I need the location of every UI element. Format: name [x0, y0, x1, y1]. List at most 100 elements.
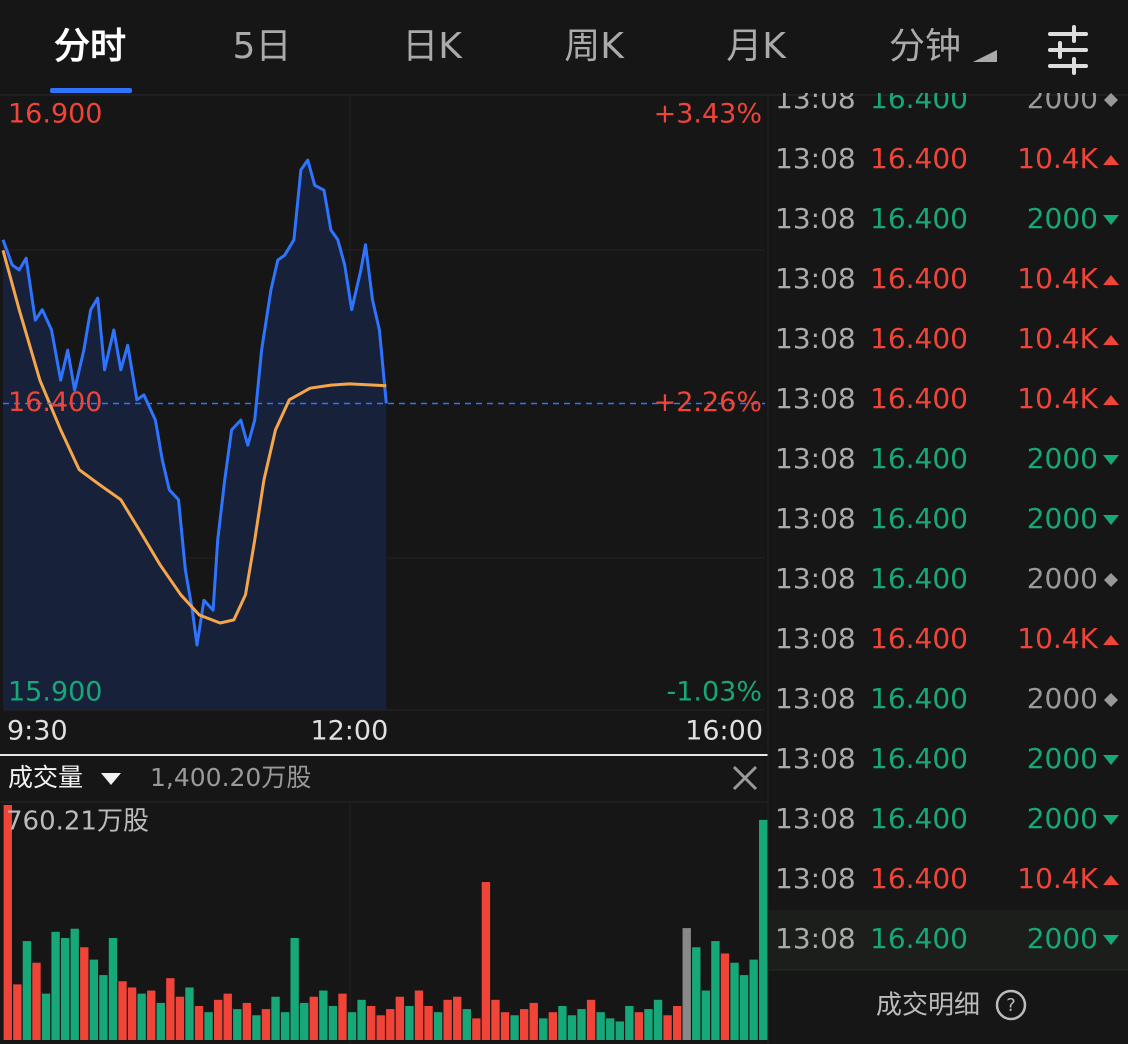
trade-direction	[1103, 335, 1119, 345]
trade-volume: 10.4K	[1017, 262, 1098, 295]
trade-direction	[1103, 875, 1119, 885]
volume-bar	[41, 993, 51, 1040]
volume-bar	[280, 1012, 290, 1040]
trade-price: 16.400	[870, 442, 968, 475]
trade-volume: 2000	[1027, 742, 1098, 775]
volume-bar	[51, 931, 60, 1040]
trade-direction	[1104, 93, 1118, 107]
volume-bar	[127, 987, 137, 1040]
x-tick-label: 12:00	[310, 716, 388, 747]
volume-bar	[80, 947, 89, 1040]
y2-tick-label: +2.26%	[654, 387, 762, 418]
tab[interactable]: 分钟	[889, 26, 961, 67]
volume-bar	[99, 975, 108, 1040]
trade-volume: 2000	[1027, 682, 1098, 715]
volume-bar	[309, 996, 318, 1040]
volume-bar	[596, 1012, 605, 1040]
volume-bar	[338, 993, 347, 1040]
volume-bar	[529, 1002, 538, 1040]
volume-bar	[328, 1005, 338, 1040]
volume-bar	[137, 993, 146, 1040]
volume-bar	[347, 1012, 357, 1040]
volume-bar	[414, 990, 424, 1040]
trade-price: 16.400	[870, 382, 968, 415]
average-line	[1, 249, 387, 625]
volume-bar	[653, 999, 663, 1040]
help-icon[interactable]	[995, 989, 1027, 1021]
volume-total: 1,400.20万股	[150, 763, 311, 792]
tab[interactable]: 月K	[726, 26, 787, 67]
volume-bar	[443, 999, 452, 1040]
volume-bar	[567, 1015, 577, 1040]
dropdown-caret[interactable]	[101, 773, 121, 785]
trade-volume: 10.4K	[1017, 622, 1098, 655]
trade-direction	[1103, 275, 1119, 285]
trade-volume: 2000	[1027, 82, 1098, 115]
close-button[interactable]	[732, 765, 758, 791]
trade-time: 13:08	[775, 202, 856, 235]
y2-tick-label: -1.03%	[666, 677, 762, 708]
close-stroke	[732, 765, 758, 791]
trade-direction	[1103, 935, 1119, 945]
trade-price: 16.400	[870, 82, 968, 115]
volume-bar	[3, 805, 12, 1040]
volume-bar	[213, 999, 223, 1040]
volume-bar	[290, 937, 299, 1040]
volume-bar	[405, 1005, 414, 1040]
volume-bar	[711, 941, 720, 1040]
x-tick-label: 16:00	[685, 716, 763, 747]
trade-direction	[1103, 215, 1119, 225]
trade-volume: 2000	[1027, 562, 1098, 595]
y-tick-label: 16.400	[8, 387, 102, 418]
volume-bar	[366, 1005, 376, 1040]
volume-bar	[500, 1012, 510, 1040]
volume-bar	[424, 1005, 433, 1040]
settings-icon[interactable]	[1048, 25, 1088, 75]
trade-price: 16.400	[870, 622, 968, 655]
trade-price: 16.400	[870, 202, 968, 235]
trade-direction	[1103, 755, 1119, 765]
trades-list: 13:08 16.400 2000 13:08 16.400 10.4K 13:08 16.4…	[775, 82, 1119, 955]
tab[interactable]: 周K	[564, 26, 625, 67]
volume-bar	[577, 1009, 586, 1040]
trade-volume: 2000	[1027, 922, 1098, 955]
volume-bar	[175, 996, 185, 1040]
volume-bar	[615, 1021, 624, 1040]
trade-time: 13:08	[775, 142, 856, 175]
volume-bar	[357, 999, 366, 1040]
trade-volume: 10.4K	[1017, 142, 1098, 175]
trade-time: 13:08	[775, 742, 856, 775]
volume-bar	[606, 1018, 615, 1040]
tab[interactable]: 5日	[233, 26, 292, 67]
volume-bar	[720, 953, 730, 1040]
volume-bar	[739, 975, 749, 1040]
volume-bar	[300, 1002, 309, 1040]
tab[interactable]: 分时	[54, 26, 126, 67]
trade-time: 13:08	[775, 862, 856, 895]
tab[interactable]: 日K	[402, 26, 463, 67]
volume-bar	[89, 959, 99, 1040]
volume-bar	[672, 1005, 682, 1040]
volume-bar	[558, 1005, 567, 1040]
volume-bar	[625, 1005, 634, 1040]
volume-bar	[586, 999, 596, 1040]
trade-time: 13:08	[775, 502, 856, 535]
trade-volume: 2000	[1027, 442, 1098, 475]
active-tab-indicator	[50, 88, 132, 93]
volume-bar	[242, 1002, 252, 1040]
trade-price: 16.400	[870, 862, 968, 895]
volume-bar	[319, 990, 328, 1040]
volume-bar	[185, 987, 194, 1040]
y-tick-label: 16.900	[8, 99, 102, 130]
trade-volume: 10.4K	[1017, 382, 1098, 415]
volume-title[interactable]: 成交量	[8, 763, 83, 792]
volume-bar	[166, 978, 175, 1040]
volume-bar	[70, 928, 79, 1040]
volume-bar	[481, 882, 491, 1040]
trade-volume: 10.4K	[1017, 322, 1098, 355]
trades-footer[interactable]: 成交明细	[876, 991, 980, 1021]
volume-bar	[692, 947, 701, 1040]
trade-direction	[1103, 455, 1119, 465]
